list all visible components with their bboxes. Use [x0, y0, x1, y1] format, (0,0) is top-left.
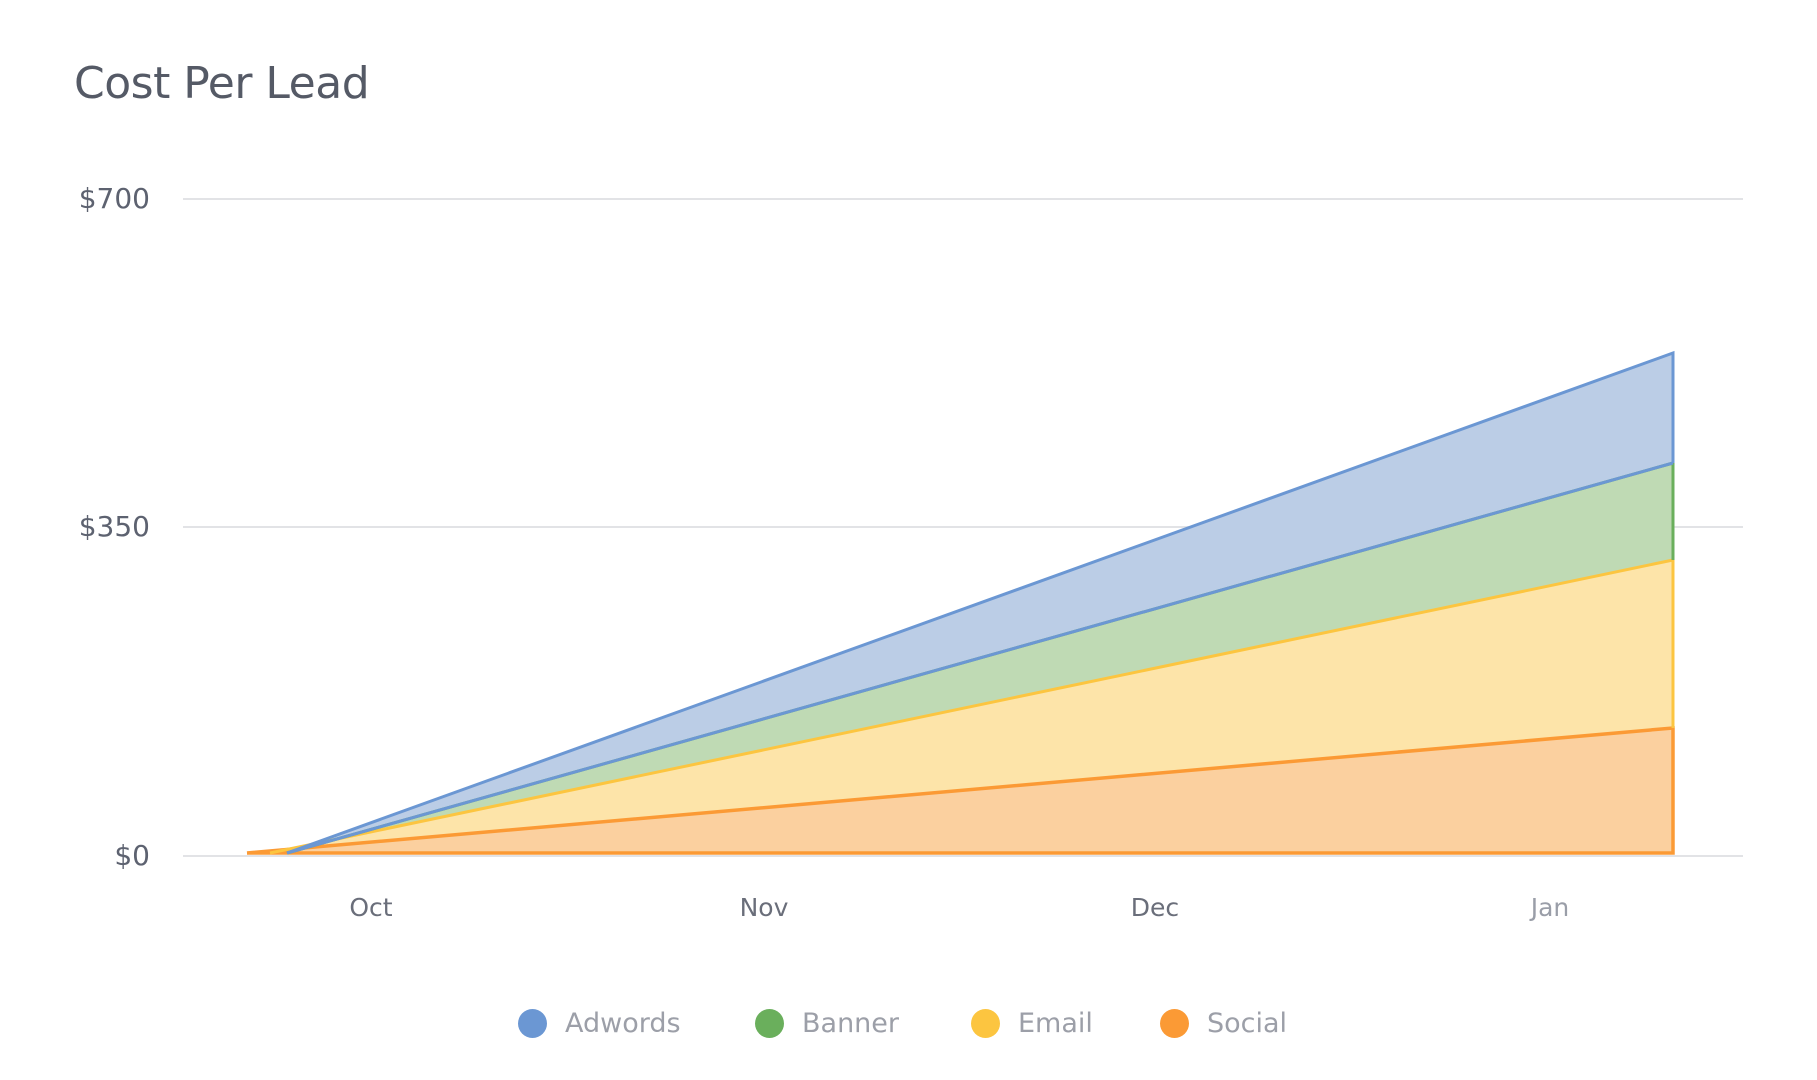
- legend-dot-icon: [518, 1008, 547, 1038]
- legend-label: Banner: [802, 1007, 900, 1039]
- legend-item-adwords[interactable]: Adwords: [518, 1005, 681, 1041]
- y-tick-350: $350: [78, 510, 150, 543]
- legend-item-social[interactable]: Social: [1160, 1005, 1287, 1041]
- y-tick-0: $0: [114, 839, 150, 872]
- legend-dot-icon: [1160, 1008, 1189, 1038]
- legend-item-banner[interactable]: Banner: [755, 1005, 899, 1041]
- legend-item-email[interactable]: Email: [971, 1005, 1093, 1041]
- legend-label: Adwords: [565, 1007, 681, 1039]
- legend-label: Social: [1207, 1007, 1288, 1039]
- y-tick-700: $700: [78, 182, 150, 215]
- chart-title: Cost Per Lead: [74, 58, 370, 109]
- x-tick-oct: Oct: [349, 893, 393, 922]
- legend-dot-icon: [755, 1008, 784, 1038]
- chart-legend: Adwords Banner Email Social: [0, 1005, 1817, 1045]
- series-adwords-line: [286, 350, 1675, 855]
- legend-dot-icon: [971, 1008, 1000, 1038]
- series-banner-top-line: [286, 461, 1674, 855]
- x-tick-nov: Nov: [739, 893, 789, 922]
- series-social-line: [246, 726, 1675, 855]
- x-tick-dec: Dec: [1130, 893, 1180, 922]
- x-tick-jan: Jan: [1530, 893, 1570, 922]
- legend-label: Email: [1018, 1007, 1093, 1039]
